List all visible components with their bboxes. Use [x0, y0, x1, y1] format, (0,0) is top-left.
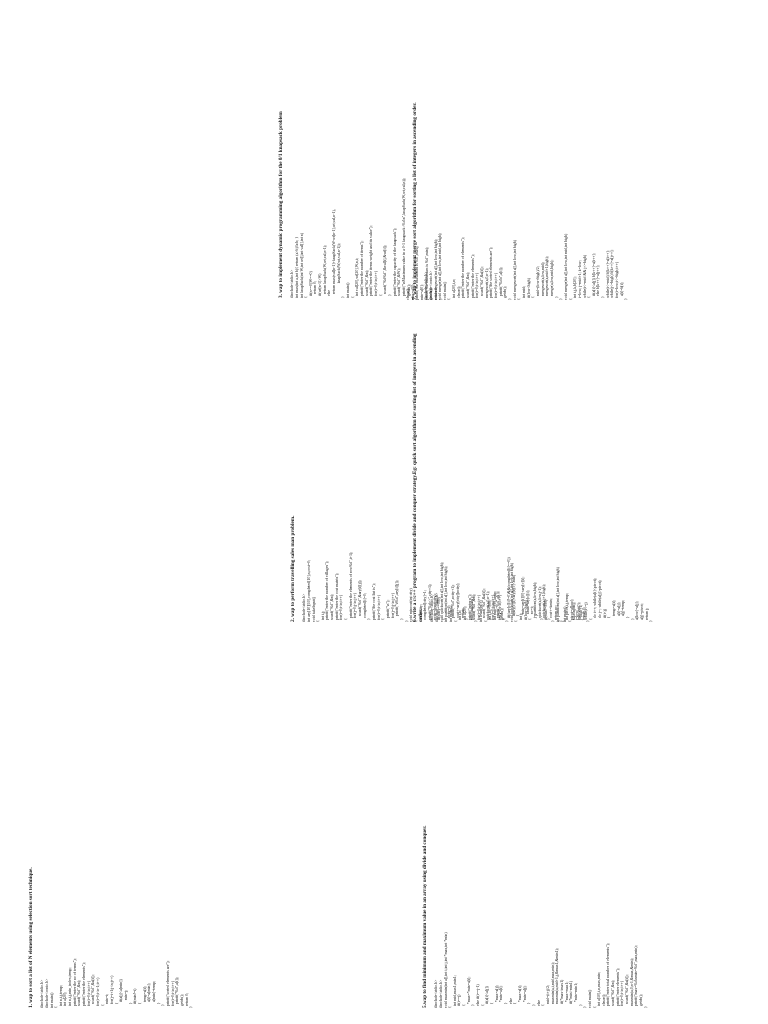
program-6: 6.write a c/c++ program to implement div…	[412, 332, 654, 622]
program-1-heading: 1. wap to sort a list of N elements usin…	[28, 867, 34, 1008]
program-1-code: #include<stdio.h> #include<conio.h> int …	[40, 958, 194, 1008]
program-7-heading: 7. wap to implement merge sort algorithm…	[412, 102, 418, 300]
program-5-code: #include<stdio.h> #include<stdio.h> void…	[434, 932, 648, 1008]
program-7: 7. wap to implement merge sort algorithm…	[412, 10, 629, 300]
program-5: 5.wap to find minimum and maximum value …	[422, 718, 648, 1008]
program-2-heading: 2. wap to perform travelling sales man p…	[290, 515, 296, 622]
program-1: 1. wap to sort a list of N elements usin…	[28, 718, 194, 1008]
program-5-heading: 5.wap to find minimum and maximum value …	[422, 825, 428, 1008]
program-6-code: #include<stdio.h> #include<conio.h> void…	[430, 561, 654, 622]
program-6-heading: 6.write a c/c++ program to implement div…	[412, 333, 425, 622]
program-3-code: #include<stdio.h> int max(int a,int b){ …	[290, 177, 416, 298]
program-3-heading: 3. wap to implement dynamic programming …	[278, 111, 284, 298]
program-3: 3. wap to implement dynamic programming …	[278, 8, 416, 298]
program-7-code: #include<stdio.h> #include<conio.h> void…	[424, 232, 629, 300]
